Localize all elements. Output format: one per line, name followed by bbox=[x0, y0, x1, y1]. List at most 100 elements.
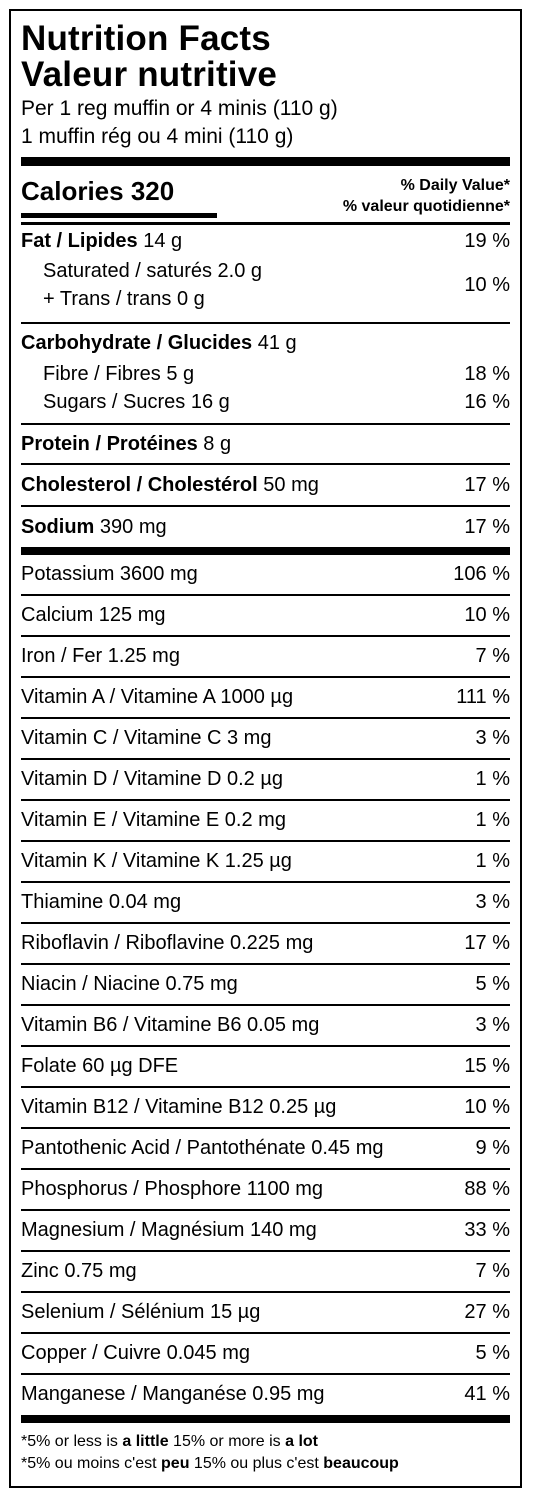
carb-amount: 41 g bbox=[257, 332, 297, 354]
nutrient-pct: 3 % bbox=[475, 727, 510, 749]
nutrient-pct: 5 % bbox=[475, 1342, 510, 1364]
footnote-fr: *5% ou moins c'est peu 15% ou plus c'est… bbox=[21, 1455, 399, 1472]
sugars-pct: 16 % bbox=[464, 391, 510, 413]
nutrient-row: Iron / Fer 1.25 mg 7 % bbox=[21, 637, 510, 676]
nutrient-row: Calcium 125 mg 10 % bbox=[21, 596, 510, 635]
sodium-amount: 390 mg bbox=[99, 516, 167, 538]
nutrient-row: Riboflavin / Riboflavine 0.225 mg 17 % bbox=[21, 924, 510, 963]
saturated-label: Saturated / saturés 2.0 g bbox=[43, 260, 263, 282]
nutrient-label: Vitamin K / Vitamine K 1.25 µg bbox=[21, 850, 292, 872]
divider bbox=[21, 717, 510, 719]
divider bbox=[21, 1373, 510, 1375]
saturated-trans-pct: 10 % bbox=[464, 274, 510, 296]
daily-value-en: % Daily Value* bbox=[400, 177, 510, 194]
divider bbox=[21, 1004, 510, 1006]
vitamins-minerals-list: Potassium 3600 mg 106 % Calcium 125 mg 10 %… bbox=[21, 555, 510, 1414]
nutrient-label: Vitamin A / Vitamine A 1000 µg bbox=[21, 686, 294, 708]
carb-row: Carbohydrate / Glucides 41 g bbox=[21, 326, 510, 360]
nutrient-row: Vitamin B6 / Vitamine B6 0.05 mg 3 % bbox=[21, 1006, 510, 1045]
nutrient-label: Iron / Fer 1.25 mg bbox=[21, 645, 180, 667]
saturated-trans-row: Saturated / saturés 2.0 g + Trans / tran… bbox=[21, 256, 510, 314]
divider bbox=[21, 799, 510, 801]
calories-row: Calories 320 % Daily Value* % valeur quo… bbox=[21, 166, 510, 222]
nutrient-pct: 10 % bbox=[464, 1096, 510, 1118]
nutrient-pct: 41 % bbox=[464, 1383, 510, 1405]
nutrient-label: Pantothenic Acid / Pantothénate 0.45 mg bbox=[21, 1137, 384, 1159]
nutrient-pct: 17 % bbox=[464, 932, 510, 954]
nutrient-label: Selenium / Sélénium 15 µg bbox=[21, 1301, 261, 1323]
nutrient-pct: 5 % bbox=[475, 973, 510, 995]
carb-label: Carbohydrate / Glucides bbox=[21, 332, 253, 354]
divider bbox=[21, 1127, 510, 1129]
fat-row: Fat / Lipides 14 g 19 % bbox=[21, 225, 510, 256]
divider bbox=[21, 676, 510, 678]
fibre-label: Fibre / Fibres 5 g bbox=[43, 363, 195, 385]
divider bbox=[21, 758, 510, 760]
sodium-pct: 17 % bbox=[464, 516, 510, 538]
nutrient-label: Manganese / Manganése 0.95 mg bbox=[21, 1383, 325, 1405]
divider bbox=[21, 594, 510, 596]
divider bbox=[21, 922, 510, 924]
nutrient-row: Phosphorus / Phosphore 1100 mg 88 % bbox=[21, 1170, 510, 1209]
divider bbox=[21, 1332, 510, 1334]
nutrient-row: Folate 60 µg DFE 15 % bbox=[21, 1047, 510, 1086]
cholesterol-pct: 17 % bbox=[464, 474, 510, 496]
divider bbox=[21, 1209, 510, 1211]
protein-row: Protein / Protéines 8 g bbox=[21, 425, 510, 463]
sugars-label: Sugars / Sucres 16 g bbox=[43, 391, 230, 413]
nutrient-pct: 106 % bbox=[453, 563, 510, 585]
nutrient-row: Niacin / Niacine 0.75 mg 5 % bbox=[21, 965, 510, 1004]
divider bbox=[21, 322, 510, 324]
nutrient-pct: 111 % bbox=[456, 686, 510, 708]
nutrient-label: Folate 60 µg DFE bbox=[21, 1055, 179, 1077]
footnote: *5% or less is a little 15% or more is a… bbox=[21, 1431, 510, 1475]
nutrient-row: Selenium / Sélénium 15 µg 27 % bbox=[21, 1293, 510, 1332]
nutrient-row: Vitamin C / Vitamine C 3 mg 3 % bbox=[21, 719, 510, 758]
nutrient-label: Riboflavin / Riboflavine 0.225 mg bbox=[21, 932, 314, 954]
calories: Calories 320 bbox=[21, 176, 175, 206]
nutrition-facts-label: Nutrition Facts Valeur nutritive Per 1 r… bbox=[9, 9, 522, 1488]
protein-amount: 8 g bbox=[203, 433, 232, 455]
trans-label: + Trans / trans 0 g bbox=[43, 288, 205, 310]
cholesterol-label: Cholesterol / Cholestérol bbox=[21, 474, 258, 496]
divider bbox=[21, 881, 510, 883]
protein-label: Protein / Protéines bbox=[21, 433, 198, 455]
nutrient-pct: 27 % bbox=[464, 1301, 510, 1323]
divider bbox=[21, 635, 510, 637]
divider bbox=[21, 1250, 510, 1252]
nutrient-pct: 33 % bbox=[464, 1219, 510, 1241]
divider bbox=[21, 222, 510, 225]
nutrient-row: Thiamine 0.04 mg 3 % bbox=[21, 883, 510, 922]
nutrient-row: Zinc 0.75 mg 7 % bbox=[21, 1252, 510, 1291]
nutrient-label: Thiamine 0.04 mg bbox=[21, 891, 182, 913]
footnote-en: *5% or less is a little 15% or more is a… bbox=[21, 1433, 318, 1450]
nutrient-row: Vitamin E / Vitamine E 0.2 mg 1 % bbox=[21, 801, 510, 840]
nutrient-row: Magnesium / Magnésium 140 mg 33 % bbox=[21, 1211, 510, 1250]
nutrient-label: Calcium 125 mg bbox=[21, 604, 166, 626]
nutrient-row: Potassium 3600 mg 106 % bbox=[21, 555, 510, 594]
nutrient-pct: 3 % bbox=[475, 1014, 510, 1036]
nutrient-label: Niacin / Niacine 0.75 mg bbox=[21, 973, 238, 995]
nutrient-pct: 1 % bbox=[475, 768, 510, 790]
sodium-row: Sodium 390 mg 17 % bbox=[21, 507, 510, 547]
nutrient-pct: 7 % bbox=[475, 1260, 510, 1282]
nutrient-row: Copper / Cuivre 0.045 mg 5 % bbox=[21, 1334, 510, 1373]
nutrient-label: Zinc 0.75 mg bbox=[21, 1260, 137, 1282]
sugars-row: Sugars / Sucres 16 g 16 % bbox=[21, 388, 510, 416]
nutrient-pct: 1 % bbox=[475, 850, 510, 872]
thick-divider bbox=[21, 1415, 510, 1423]
serving-fr: 1 muffin rég ou 4 mini (110 g) bbox=[21, 125, 294, 148]
nutrient-label: Vitamin E / Vitamine E 0.2 mg bbox=[21, 809, 286, 831]
nutrient-pct: 88 % bbox=[464, 1178, 510, 1200]
fibre-pct: 18 % bbox=[464, 363, 510, 385]
title-fr: Valeur nutritive bbox=[21, 55, 278, 94]
divider bbox=[21, 1291, 510, 1293]
nutrient-row: Vitamin K / Vitamine K 1.25 µg 1 % bbox=[21, 842, 510, 881]
divider bbox=[21, 1168, 510, 1170]
nutrient-label: Vitamin B6 / Vitamine B6 0.05 mg bbox=[21, 1014, 320, 1036]
fat-amount: 14 g bbox=[143, 229, 183, 252]
cholesterol-amount: 50 mg bbox=[263, 474, 319, 496]
divider bbox=[21, 963, 510, 965]
serving-en: Per 1 reg muffin or 4 minis (110 g) bbox=[21, 97, 338, 120]
thick-divider bbox=[21, 547, 510, 555]
